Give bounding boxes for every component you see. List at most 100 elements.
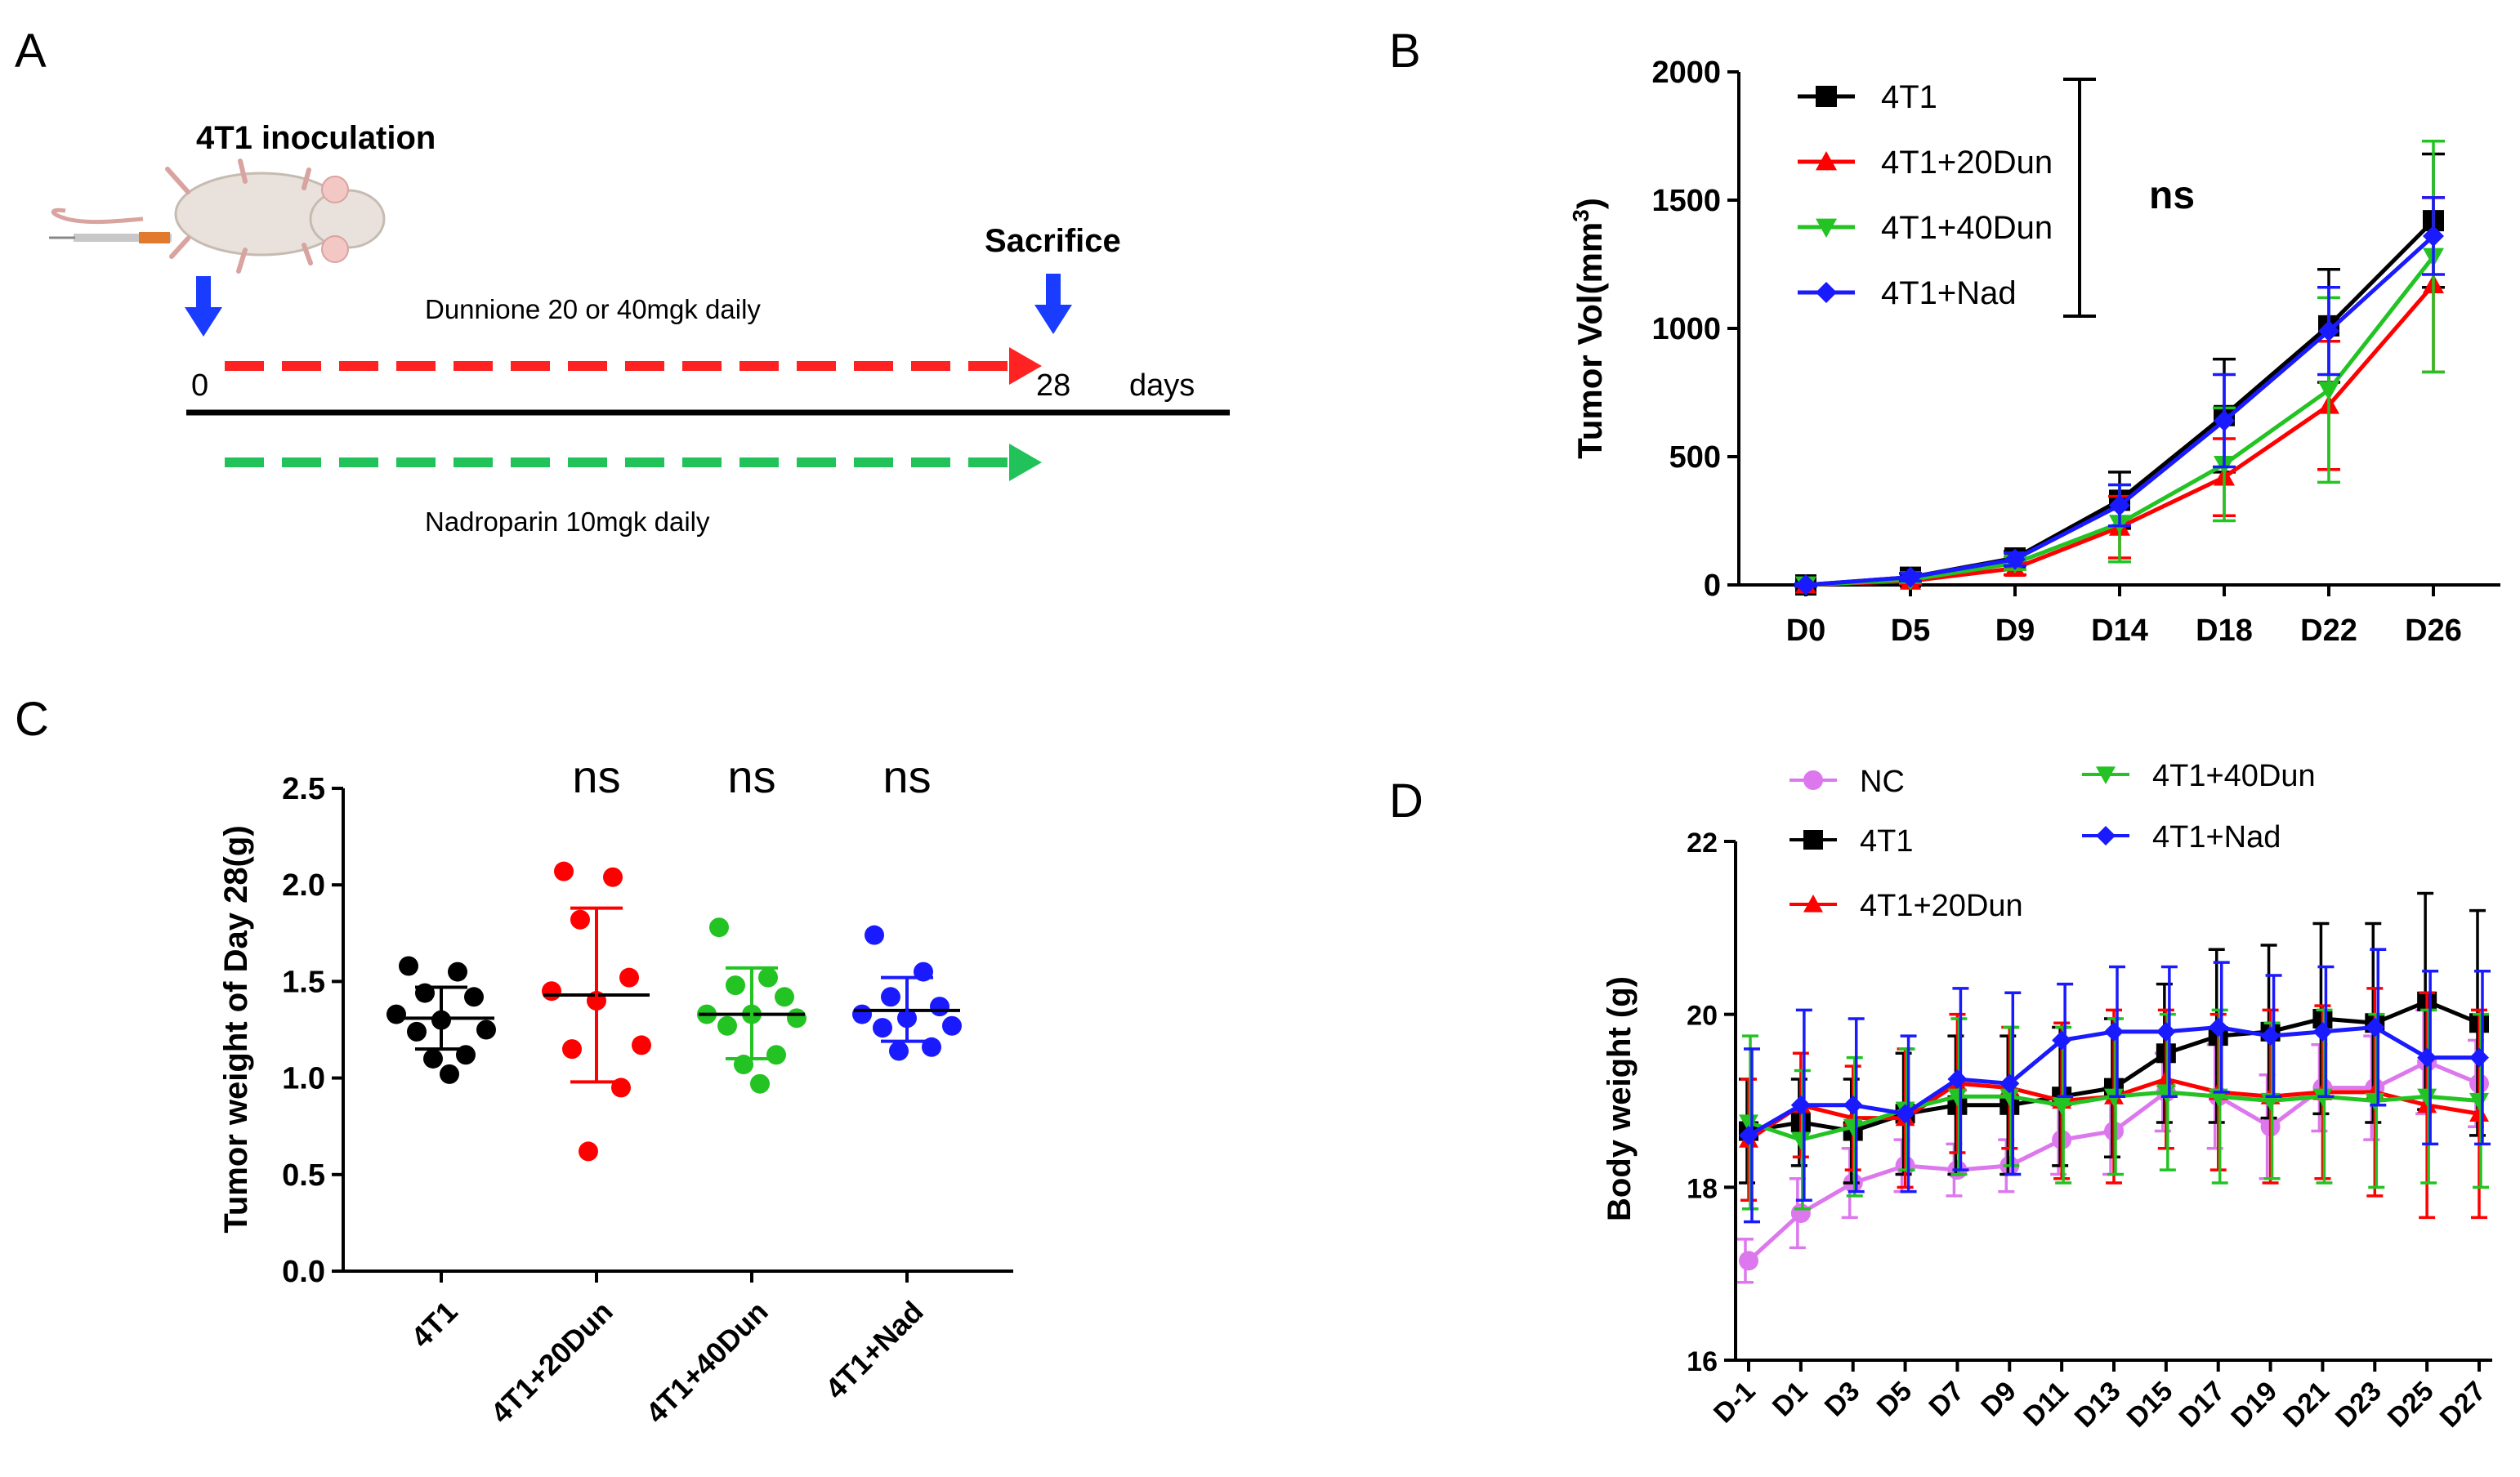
x-tick-label: 4T1+40Dun bbox=[639, 1295, 775, 1430]
data-point bbox=[726, 975, 745, 996]
legend-label: 4T1 bbox=[1881, 79, 1937, 115]
data-point bbox=[2365, 1017, 2385, 1037]
data-point bbox=[448, 962, 467, 982]
legend-label: 4T1+40Dun bbox=[1881, 210, 2053, 246]
y-tick-label: 0.0 bbox=[282, 1255, 325, 1289]
data-point bbox=[873, 1018, 892, 1038]
series-4T1+Nad bbox=[1794, 196, 2445, 596]
y-tick-label: 16 bbox=[1687, 1346, 1718, 1377]
legend-marker bbox=[1803, 770, 1823, 790]
significance-label: ns bbox=[572, 751, 620, 802]
y-axis-label: Tumor Vol(mm3) bbox=[1568, 198, 1609, 459]
legend-marker bbox=[1816, 282, 1837, 303]
data-point bbox=[1843, 1095, 1863, 1115]
days-label: days bbox=[1129, 368, 1195, 403]
x-tick-label: D26 bbox=[2405, 614, 2462, 648]
panel-a-letter: A bbox=[15, 25, 47, 78]
data-point bbox=[2312, 1021, 2333, 1042]
data-point bbox=[1843, 1118, 1863, 1137]
x-tick-label: D7 bbox=[1923, 1376, 1970, 1423]
x-tick-label: 4T1 bbox=[404, 1295, 464, 1354]
data-point bbox=[942, 1015, 962, 1036]
x-tick-label: D21 bbox=[2277, 1376, 2335, 1434]
x-tick-label: D18 bbox=[2196, 614, 2253, 648]
x-tick-label: D0 bbox=[1786, 614, 1826, 648]
panel-a: A 4T1 inoculation Sacrifice Dunnione 20 … bbox=[15, 25, 1230, 537]
significance-label: ns bbox=[2149, 174, 2195, 217]
data-point bbox=[2004, 548, 2026, 570]
data-point bbox=[476, 1020, 496, 1040]
data-point bbox=[852, 1004, 872, 1024]
x-tick-label: D3 bbox=[1819, 1376, 1866, 1423]
y-tick-label: 2000 bbox=[1651, 56, 1721, 90]
data-point bbox=[464, 987, 484, 1007]
data-point bbox=[2318, 381, 2339, 401]
x-tick-label: D17 bbox=[2173, 1376, 2231, 1434]
data-point bbox=[407, 1021, 427, 1042]
data-point bbox=[2260, 1026, 2281, 1046]
x-tick-label: 4T1+20Dun bbox=[484, 1295, 619, 1430]
inoculation-arrow-icon bbox=[185, 276, 222, 337]
data-point bbox=[2052, 1097, 2072, 1115]
y-tick-label: 0.5 bbox=[282, 1158, 325, 1193]
series-4T1+Nad bbox=[1739, 948, 2491, 1224]
x-tick-label: D9 bbox=[1995, 614, 2035, 648]
nadroparin-label: Nadroparin 10mgk daily bbox=[425, 506, 710, 537]
y-tick-label: 22 bbox=[1687, 828, 1718, 859]
sacrifice-label: Sacrifice bbox=[985, 223, 1121, 259]
data-point bbox=[2156, 1084, 2176, 1102]
data-point bbox=[619, 967, 639, 988]
data-point bbox=[717, 1015, 737, 1036]
data-point bbox=[386, 1004, 406, 1024]
data-point bbox=[1790, 1095, 1811, 1115]
data-point bbox=[2417, 1047, 2437, 1068]
legend-marker bbox=[1816, 218, 1837, 238]
data-point bbox=[2318, 320, 2339, 342]
data-point bbox=[2423, 225, 2444, 247]
data-point bbox=[603, 867, 623, 887]
panel-b-letter: B bbox=[1389, 25, 1421, 78]
legend-label: 4T1+20Dun bbox=[1860, 889, 2023, 923]
data-point bbox=[775, 987, 794, 1007]
data-point bbox=[1795, 574, 1816, 596]
x-tick-label: D13 bbox=[2069, 1376, 2127, 1434]
data-point bbox=[865, 925, 884, 945]
data-point bbox=[889, 1041, 909, 1061]
data-point bbox=[758, 967, 778, 988]
y-tick-label: 20 bbox=[1687, 1001, 1718, 1032]
data-point bbox=[2208, 1017, 2228, 1037]
day-start-label: 0 bbox=[191, 368, 208, 403]
y-tick-label: 18 bbox=[1687, 1173, 1718, 1204]
data-point bbox=[1790, 1131, 1811, 1150]
x-tick-label: D5 bbox=[1891, 614, 1931, 648]
x-tick-label: D-1 bbox=[1708, 1376, 1762, 1430]
legend-label: 4T1+40Dun bbox=[2152, 759, 2316, 793]
data-point bbox=[930, 997, 949, 1017]
x-tick-label: D25 bbox=[2382, 1376, 2440, 1434]
y-tick-label: 1.0 bbox=[282, 1062, 325, 1096]
x-tick-label: D11 bbox=[2017, 1376, 2075, 1433]
sacrifice-arrow-icon bbox=[1034, 274, 1072, 334]
y-axis-label: Body weight (g) bbox=[1602, 976, 1638, 1221]
data-point bbox=[1739, 1114, 1758, 1132]
data-point bbox=[2469, 1047, 2489, 1068]
significance-label: ns bbox=[882, 751, 931, 802]
dunnione-label: Dunnione 20 or 40mgk daily bbox=[425, 294, 761, 324]
x-tick-label: D15 bbox=[2121, 1376, 2179, 1434]
data-point bbox=[750, 1073, 770, 1094]
group-4T1+40Dun: 4T1+40Dun ns bbox=[639, 751, 806, 1430]
data-point bbox=[423, 1048, 443, 1069]
x-tick-label: D14 bbox=[2091, 614, 2148, 648]
data-point bbox=[709, 917, 729, 938]
panel-c-letter: C bbox=[15, 693, 49, 746]
legend-marker bbox=[1803, 895, 1823, 913]
data-point bbox=[2104, 1021, 2124, 1042]
data-point bbox=[881, 987, 900, 1007]
x-tick-label: D5 bbox=[1871, 1376, 1919, 1423]
data-point bbox=[1999, 1073, 2020, 1094]
data-point bbox=[787, 1008, 806, 1029]
series-4T1+40Dun bbox=[1739, 1008, 2489, 1211]
x-tick-label: D19 bbox=[2225, 1376, 2283, 1434]
panel-c-chart: C 0.0 0.5 1.0 1.5 2.0 2.5 Tumor weight of Day … bbox=[15, 693, 1013, 1430]
